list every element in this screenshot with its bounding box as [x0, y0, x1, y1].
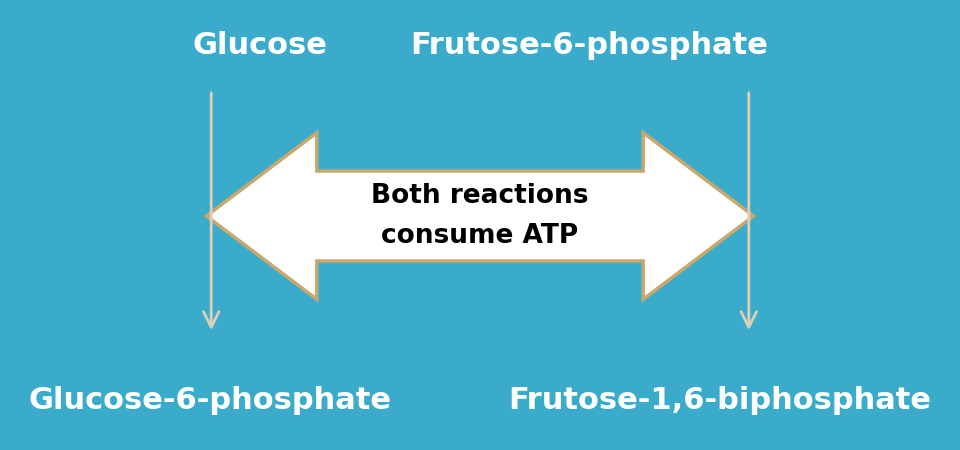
- Text: Frutose-1,6-biphosphate: Frutose-1,6-biphosphate: [508, 386, 931, 415]
- Text: Frutose-6-phosphate: Frutose-6-phosphate: [410, 31, 768, 59]
- Text: consume ATP: consume ATP: [381, 223, 579, 249]
- Polygon shape: [206, 133, 754, 299]
- Text: Glucose: Glucose: [192, 31, 326, 59]
- Text: Glucose-6-phosphate: Glucose-6-phosphate: [29, 386, 392, 415]
- Text: Both reactions: Both reactions: [372, 183, 588, 209]
